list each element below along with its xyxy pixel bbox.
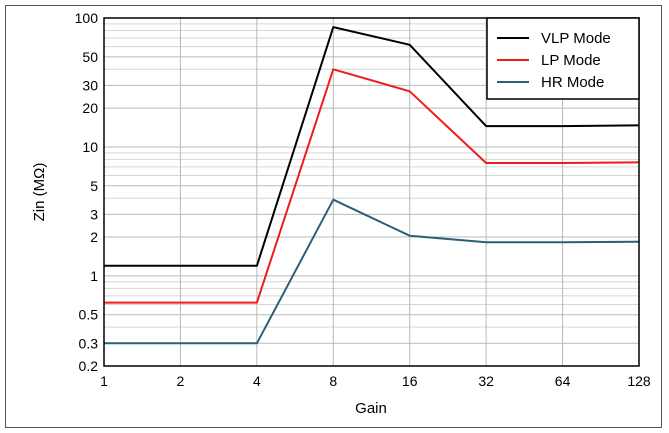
minor-gridlines <box>104 23 639 328</box>
series-line-vlp-mode <box>104 26 640 267</box>
y-tick-label: 3 <box>90 206 98 222</box>
series-line-lp-mode <box>104 68 640 304</box>
x-tick-label: 16 <box>402 373 418 389</box>
y-tick-label: 10 <box>82 139 98 155</box>
series-layer <box>104 26 640 345</box>
x-axis-label: Gain <box>355 400 387 417</box>
legend: VLP Mode LP Mode HR Mode <box>486 17 640 100</box>
series-line-hr-mode <box>104 198 640 345</box>
y-tick-label: 0.2 <box>79 358 99 374</box>
y-tick-labels: 0.2 0.3 0.5 1 2 3 5 10 20 30 50 100 <box>75 10 99 374</box>
y-tick-label: 0.5 <box>79 307 99 323</box>
y-tick-label: 50 <box>82 49 98 65</box>
y-tick-label: 1 <box>90 268 98 284</box>
x-tick-label: 64 <box>555 373 571 389</box>
x-tick-labels: 1 2 4 8 16 32 64 128 <box>100 373 651 389</box>
y-tick-label: 2 <box>90 229 98 245</box>
y-tick-label: 30 <box>82 77 98 93</box>
y-tick-label: 5 <box>90 178 98 194</box>
x-tick-label: 32 <box>478 373 494 389</box>
x-tick-label: 2 <box>177 373 185 389</box>
plot-area-border <box>103 17 640 367</box>
x-tick-label: 4 <box>253 373 261 389</box>
y-tick-label: 100 <box>75 10 99 26</box>
legend-box <box>486 17 640 100</box>
legend-label-vlp-mode: VLP Mode <box>541 30 611 47</box>
x-tick-label: 8 <box>329 373 337 389</box>
y-axis-label: Zin (MΩ) <box>31 163 48 222</box>
y-tick-label: 20 <box>82 100 98 116</box>
x-tick-label: 1 <box>100 373 108 389</box>
x-tick-label: 128 <box>627 373 651 389</box>
y-tick-label: 0.3 <box>79 335 99 351</box>
legend-label-lp-mode: LP Mode <box>541 52 601 69</box>
legend-label-hr-mode: HR Mode <box>541 74 604 91</box>
